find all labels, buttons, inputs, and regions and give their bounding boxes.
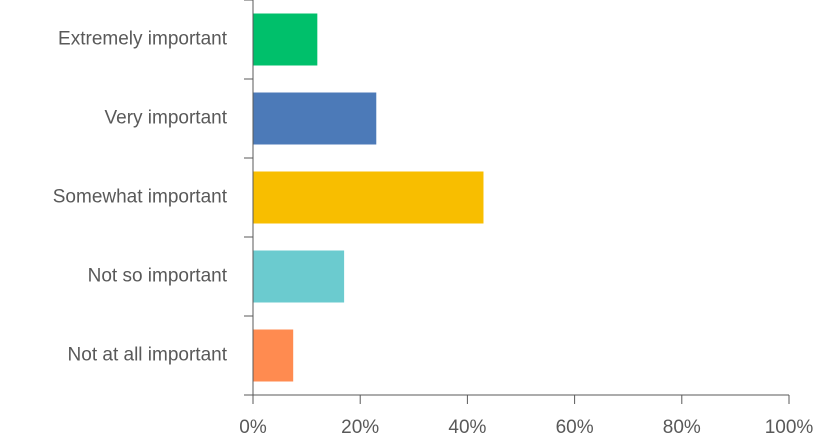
bar-somewhat-important bbox=[253, 171, 484, 224]
category-label: Not at all important bbox=[68, 345, 228, 366]
category-labels: Extremely important Very important Somewha… bbox=[53, 29, 228, 366]
x-tick-label: 40% bbox=[448, 417, 486, 438]
axes bbox=[244, 0, 790, 404]
category-label: Very important bbox=[105, 108, 228, 129]
bar-extremely-important bbox=[253, 13, 318, 66]
category-label: Not so important bbox=[88, 266, 228, 287]
x-tick-label: 20% bbox=[341, 417, 379, 438]
bar-not-at-all-important bbox=[253, 329, 294, 382]
x-tick-label: 80% bbox=[663, 417, 701, 438]
x-tick-label: 60% bbox=[556, 417, 594, 438]
category-label: Extremely important bbox=[58, 29, 228, 50]
bar-very-important bbox=[253, 92, 377, 145]
category-label: Somewhat important bbox=[53, 187, 228, 208]
bars bbox=[253, 13, 484, 382]
bar-not-so-important bbox=[253, 250, 345, 303]
x-tick-labels: 0% 20% 40% 60% 80% 100% bbox=[239, 417, 813, 438]
x-tick-label: 100% bbox=[765, 417, 814, 438]
x-tick-label: 0% bbox=[239, 417, 267, 438]
